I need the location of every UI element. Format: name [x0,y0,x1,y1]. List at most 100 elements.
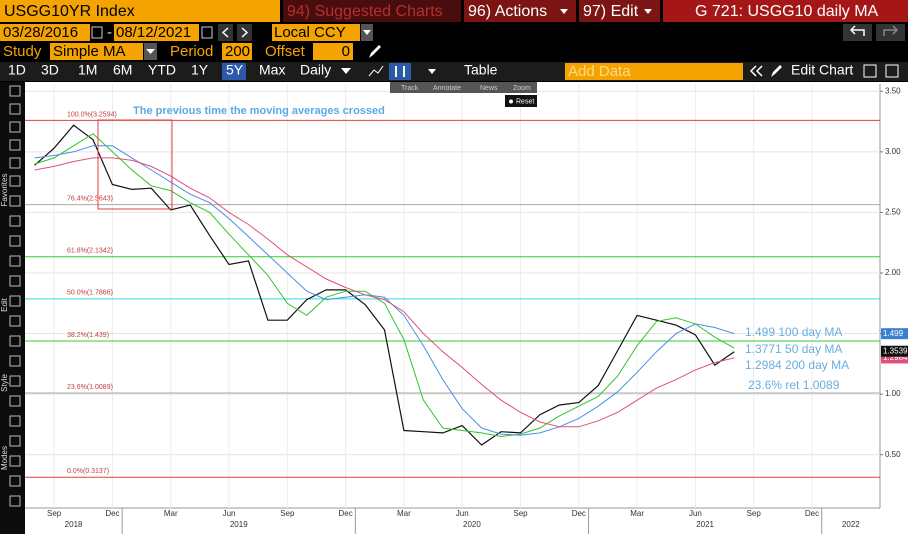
chart-tools: Track Annotate News Zoom Reset [390,82,537,107]
tool-icon[interactable] [9,103,21,115]
redo-button[interactable] [876,24,905,41]
tool-button[interactable]: Annotate [433,85,461,92]
line-chart-icon[interactable] [368,65,384,77]
candle-chart-button[interactable] [389,63,411,80]
suggested-button[interactable] [283,0,461,22]
last-value-label: 1.2984 [883,353,908,362]
study-field[interactable] [50,43,143,60]
tool-icon[interactable] [9,395,21,407]
fib-label: 100.0%(3.2594) [67,111,117,118]
range-button[interactable]: 3D [41,62,59,78]
range-button[interactable]: 5Y [226,62,244,78]
dropdown-arrow [146,49,155,54]
study-name: Simple MA [53,43,126,60]
tool-icon[interactable] [9,475,21,487]
tool-icon[interactable] [9,275,21,287]
tool-icon[interactable] [9,215,21,227]
x-tick-label: Jun [456,509,469,518]
tool-icon[interactable] [9,355,21,367]
tool-button[interactable]: News [480,85,498,92]
x-tick-label: Dec [572,509,586,518]
pencil-icon[interactable] [369,45,381,58]
settings-icon[interactable] [863,64,877,78]
series-line [34,157,735,428]
currency: Local CCY [274,24,346,41]
x-tick-label: Sep [280,509,295,518]
plot: 0.501.001.502.002.503.003.50SepDecMarJun… [25,84,908,534]
frequency-button[interactable]: Daily [300,62,331,78]
end-date: 08/12/2021 [116,24,191,41]
offset-label: Offset [265,43,306,60]
period-field[interactable] [222,43,252,60]
expand-icon[interactable] [885,64,899,78]
tool-icon[interactable] [9,315,21,327]
reset-dot [509,99,513,104]
edit-icon [771,65,782,77]
tool-icon[interactable] [9,175,21,187]
tool-icon[interactable] [9,295,21,307]
tool-icon[interactable] [9,415,21,427]
offset-field[interactable] [313,43,353,60]
tool-icon[interactable] [9,157,21,169]
side-label: Edit [0,297,9,312]
window-title: G 721: USGG10 daily MA [695,3,879,20]
edit-label: 97) Edit [583,3,639,20]
table-button[interactable]: Table [464,62,498,78]
date-separator: - [107,24,112,41]
start-date: 03/28/2016 [3,24,78,41]
x-tick-label: Sep [747,509,762,518]
y-tick-label: 3.00 [885,147,901,156]
range-button[interactable]: YTD [148,62,176,78]
edit-button[interactable] [579,0,660,22]
tool-button[interactable]: Track [401,85,419,92]
fib-label: 0.0%(0.3137) [67,468,109,475]
calendar-icon[interactable] [91,26,103,39]
period-label: Period [170,43,213,60]
tool-button[interactable]: Zoom [513,85,531,92]
dropdown-arrow [341,68,351,74]
fib-label: 50.0%(1.7866) [67,290,113,297]
tool-icon[interactable] [9,335,21,347]
title-box [663,0,908,22]
y-tick-label: 2.50 [885,208,901,217]
suggested-label: 94) Suggested Charts [287,3,443,20]
currency-field[interactable] [272,24,360,41]
tool-icon[interactable] [9,375,21,387]
add-data-field[interactable] [565,63,743,80]
calendar-icon[interactable] [201,26,213,39]
reset-button[interactable] [505,95,537,107]
actions-button[interactable] [464,0,576,22]
dropdown-arrow [644,9,652,14]
tool-icon[interactable] [9,255,21,267]
undo-button[interactable] [843,24,872,41]
fib-label: 23.6%(1.0089) [67,384,113,391]
dropdown-arrow [428,69,436,74]
plot-background [25,82,908,534]
start-date-field[interactable] [0,24,90,41]
tool-icon[interactable] [9,495,21,507]
tool-icon[interactable] [9,235,21,247]
tool-icon[interactable] [9,85,21,97]
tool-icon[interactable] [9,455,21,467]
security: USGG10YR Index [4,3,135,20]
range-button[interactable]: 1D [8,62,26,78]
tool-icon[interactable] [9,139,21,151]
last-value-label: 1.3539 [883,346,908,355]
next-button[interactable] [237,24,252,41]
range-button[interactable]: Max [259,62,285,78]
collapse-icon[interactable] [749,65,763,77]
edit-chart-button[interactable]: Edit Chart [791,62,853,78]
security-box[interactable] [0,0,280,22]
range-button[interactable]: 1Y [191,62,209,78]
prev-button[interactable] [218,24,233,41]
tool-icon[interactable] [9,435,21,447]
prev-icon [221,27,229,38]
actions-label: 96) Actions [468,3,547,20]
tool-icon[interactable] [9,195,21,207]
range-button[interactable]: 6M [113,62,132,78]
tool-icon[interactable] [9,121,21,133]
year-label: 2019 [230,520,248,529]
period: 200 [225,43,250,60]
range-button[interactable]: 1M [78,62,97,78]
end-date-field[interactable] [114,24,199,41]
